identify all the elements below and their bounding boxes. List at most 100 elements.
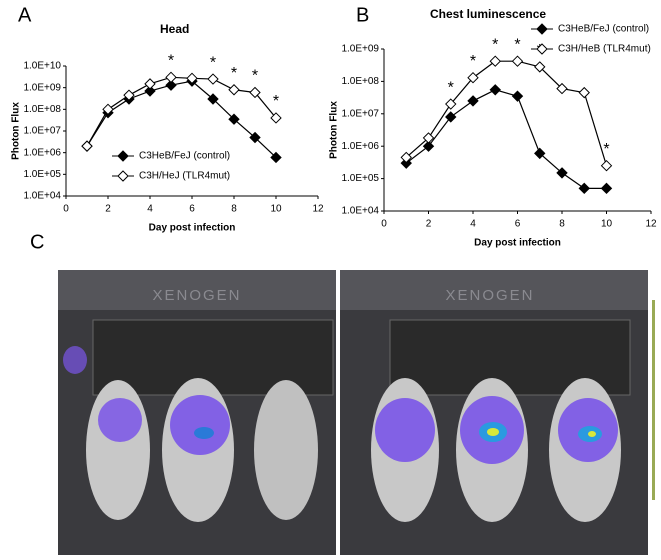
data-point bbox=[422, 132, 435, 144]
data-point bbox=[102, 103, 114, 116]
x-tick-label: 4 bbox=[470, 219, 476, 230]
x-tick-label: 6 bbox=[515, 219, 521, 230]
y-axis-label: Photon Flux bbox=[11, 102, 22, 160]
significance-marker: * bbox=[168, 53, 174, 70]
data-point bbox=[270, 151, 282, 164]
data-point bbox=[467, 95, 479, 107]
charts: A Head 1.0E+04 1.0E+05 1.0E+06 1.0E+07 1.0E+08… bbox=[11, 4, 657, 248]
y-tick-label: 1.0E+08 bbox=[23, 104, 61, 115]
data-point bbox=[249, 131, 261, 144]
imaging-right: XENOGEN bbox=[340, 270, 655, 555]
image-text: XENOGEN bbox=[152, 287, 241, 304]
signal bbox=[63, 346, 87, 374]
data-point bbox=[228, 113, 240, 125]
data-point bbox=[511, 55, 524, 67]
panel-label: A bbox=[18, 4, 32, 26]
data-point bbox=[144, 78, 156, 90]
data-point bbox=[165, 79, 177, 91]
signal bbox=[194, 427, 214, 439]
data-point bbox=[422, 140, 435, 152]
y-tick-label: 1.0E+05 bbox=[341, 173, 379, 184]
data-point bbox=[467, 72, 479, 84]
data-point bbox=[249, 86, 261, 99]
significance-marker: * bbox=[514, 36, 520, 53]
chamber-top bbox=[58, 270, 336, 310]
significance-marker: * bbox=[603, 141, 609, 158]
data-point bbox=[556, 82, 568, 95]
series-line bbox=[86, 80, 277, 158]
data-point bbox=[489, 84, 501, 96]
data-point bbox=[445, 111, 457, 123]
x-tick-label: 12 bbox=[312, 204, 324, 215]
chamber-top bbox=[340, 270, 648, 310]
mouse bbox=[254, 380, 318, 520]
legend-marker bbox=[536, 43, 548, 55]
significance-marker: * bbox=[470, 53, 476, 70]
data-point bbox=[578, 86, 590, 99]
panel-label: C bbox=[30, 231, 44, 253]
series-line bbox=[405, 89, 607, 189]
x-tick-label: 0 bbox=[381, 219, 387, 230]
series-line bbox=[86, 76, 277, 147]
y-tick-label: 1.0E+06 bbox=[341, 141, 379, 152]
board bbox=[92, 319, 334, 396]
data-point bbox=[600, 182, 613, 195]
data-point bbox=[144, 85, 156, 97]
y-tick-label: 1.0E+07 bbox=[23, 126, 61, 137]
data-point bbox=[207, 93, 219, 105]
data-point bbox=[534, 147, 546, 160]
x-tick-label: 10 bbox=[270, 204, 282, 215]
data-point bbox=[489, 55, 501, 67]
x-axis-label: Day post infection bbox=[149, 223, 236, 234]
x-tick-label: 6 bbox=[189, 204, 195, 215]
x-axis-label: Day post infection bbox=[474, 238, 561, 249]
data-point bbox=[270, 112, 282, 124]
series-line bbox=[405, 60, 608, 166]
signal bbox=[487, 428, 499, 436]
y-tick-label: 1.0E+10 bbox=[23, 61, 61, 72]
y-tick-label: 1.0E+04 bbox=[23, 191, 61, 202]
significance-marker: * bbox=[492, 36, 498, 53]
data-point bbox=[578, 182, 590, 195]
chart-title: Chest luminescence bbox=[430, 7, 546, 21]
data-point bbox=[81, 140, 93, 152]
data-point bbox=[123, 89, 135, 101]
legend-label: C3HeB/FeJ (control) bbox=[139, 151, 230, 162]
signal bbox=[98, 398, 142, 442]
imaging-left: XENOGEN bbox=[58, 270, 336, 555]
data-point bbox=[600, 159, 613, 172]
x-tick-label: 8 bbox=[559, 219, 565, 230]
color-scale bbox=[652, 300, 655, 500]
y-tick-label: 1.0E+05 bbox=[23, 169, 61, 180]
y-tick-label: 1.0E+04 bbox=[341, 206, 379, 217]
y-tick-label: 1.0E+08 bbox=[341, 76, 379, 87]
y-tick-label: 1.0E+06 bbox=[23, 147, 61, 158]
x-tick-label: 10 bbox=[601, 219, 613, 230]
data-point bbox=[445, 98, 457, 110]
data-point bbox=[186, 72, 198, 85]
data-point bbox=[556, 167, 568, 179]
data-point bbox=[165, 71, 177, 84]
legend-marker bbox=[536, 23, 548, 35]
legend-label: C3H/HeJ (TLR4mut) bbox=[139, 171, 230, 182]
x-tick-label: 8 bbox=[231, 204, 237, 215]
legend-label: C3HeB/FeJ (control) bbox=[558, 24, 649, 35]
x-tick-label: 12 bbox=[645, 219, 657, 230]
data-point bbox=[400, 151, 412, 164]
signal bbox=[375, 398, 435, 462]
legend-marker bbox=[117, 150, 129, 162]
significance-marker: * bbox=[448, 79, 454, 96]
y-axis-label: Photon Flux bbox=[329, 101, 340, 159]
data-point bbox=[511, 90, 524, 102]
signal bbox=[588, 431, 596, 437]
significance-marker: * bbox=[252, 68, 258, 85]
x-tick-label: 4 bbox=[147, 204, 153, 215]
significance-marker: * bbox=[273, 93, 279, 110]
significance-marker: * bbox=[210, 54, 216, 71]
data-point bbox=[228, 84, 240, 96]
data-point bbox=[534, 61, 546, 73]
significance-marker: * bbox=[231, 65, 237, 82]
y-tick-label: 1.0E+09 bbox=[341, 44, 379, 55]
data-point bbox=[207, 73, 219, 85]
x-tick-label: 0 bbox=[63, 204, 69, 215]
